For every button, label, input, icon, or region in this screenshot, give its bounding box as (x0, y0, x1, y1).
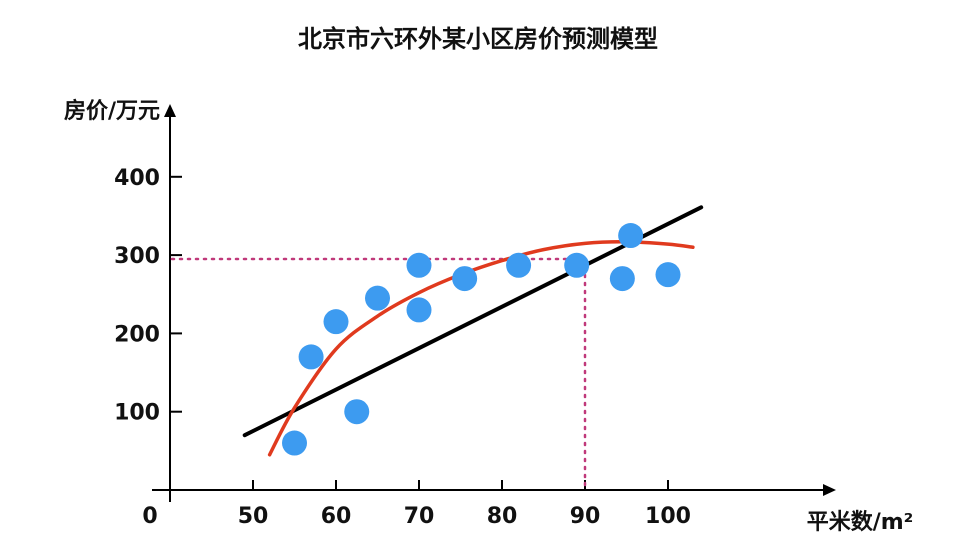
data-point (365, 285, 390, 311)
data-point (655, 262, 681, 288)
data-point (298, 344, 324, 370)
data-point (406, 297, 432, 323)
axes (152, 104, 836, 502)
y-axis-label: 房价/万元 (64, 98, 160, 124)
chart-title: 北京市六环外某小区房价预测模型 (298, 25, 658, 53)
y-axis-arrow (164, 104, 176, 117)
data-point (344, 399, 370, 425)
x-tick-label: 80 (487, 504, 518, 529)
data-point (406, 252, 432, 278)
data-points (282, 223, 681, 456)
x-ticks: 50 60 70 80 90 100 (238, 480, 691, 529)
data-point (452, 266, 478, 292)
x-tick-label: 50 (238, 504, 269, 529)
data-point (282, 430, 307, 456)
origin-label: 0 (142, 504, 157, 529)
y-tick-label: 200 (114, 322, 160, 347)
y-tick-label: 100 (114, 401, 160, 426)
data-point (506, 252, 532, 278)
x-tick-label: 60 (321, 504, 352, 529)
x-axis-arrow (823, 484, 836, 496)
x-tick-label: 100 (645, 504, 691, 529)
data-point (609, 266, 635, 292)
y-tick-label: 300 (114, 244, 160, 269)
x-axis-label: 平米数/m² (807, 509, 914, 535)
x-tick-label: 70 (404, 504, 435, 529)
x-tick-label: 90 (570, 504, 601, 529)
data-point (564, 252, 590, 278)
y-ticks: 100 200 300 400 (114, 166, 182, 426)
y-tick-label: 400 (114, 166, 160, 191)
data-point (323, 309, 349, 335)
data-point (618, 223, 644, 249)
